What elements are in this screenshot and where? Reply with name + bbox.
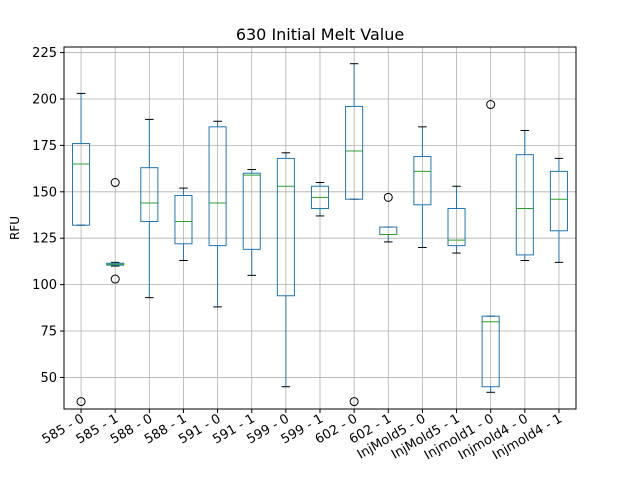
y-tick-label: 150: [32, 185, 57, 200]
chart-title: 630 Initial Melt Value: [236, 25, 404, 44]
outlier-point: [383, 192, 393, 202]
box: [276, 157, 295, 297]
y-tick-label: 75: [40, 325, 57, 340]
y-tick-label: 200: [32, 92, 57, 107]
outlier-point: [76, 397, 86, 407]
y-tick-label: 100: [32, 278, 57, 293]
y-tick-label: 50: [40, 371, 57, 386]
y-axis-label: RFU: [8, 216, 22, 240]
box: [208, 126, 227, 247]
box: [242, 172, 261, 250]
box: [515, 154, 534, 256]
box: [140, 167, 159, 223]
box: [345, 105, 364, 200]
outlier-point: [110, 178, 120, 188]
box: [447, 208, 466, 247]
outlier-point: [110, 274, 120, 284]
outlier-point: [349, 397, 359, 407]
box: [481, 315, 500, 388]
y-tick-label: 175: [32, 139, 57, 154]
box: [413, 156, 432, 206]
y-tick-label: 225: [32, 46, 57, 61]
box: [549, 170, 568, 232]
box: [72, 143, 91, 226]
y-tick-label: 125: [32, 232, 57, 247]
box: [174, 195, 193, 245]
outlier-point: [486, 100, 496, 110]
